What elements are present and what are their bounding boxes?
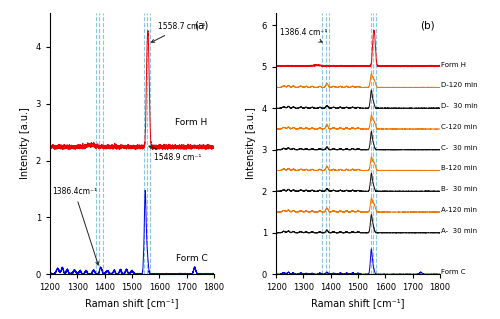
Y-axis label: Intensity [a.u.]: Intensity [a.u.] bbox=[246, 108, 256, 180]
Text: D-120 min: D-120 min bbox=[442, 82, 478, 88]
Text: C-120 min: C-120 min bbox=[442, 124, 478, 130]
Text: Form H: Form H bbox=[442, 62, 466, 68]
Text: B-  30 min: B- 30 min bbox=[442, 186, 478, 192]
Text: 1386.4cm⁻¹: 1386.4cm⁻¹ bbox=[52, 187, 99, 265]
Text: (a): (a) bbox=[194, 21, 209, 31]
Text: D-  30 min: D- 30 min bbox=[442, 103, 478, 109]
Text: Form H: Form H bbox=[175, 118, 208, 127]
Text: C-  30 min: C- 30 min bbox=[442, 145, 478, 151]
X-axis label: Raman shift [cm⁻¹]: Raman shift [cm⁻¹] bbox=[85, 298, 178, 308]
X-axis label: Raman shift [cm⁻¹]: Raman shift [cm⁻¹] bbox=[312, 298, 405, 308]
Y-axis label: Intensity [a.u.]: Intensity [a.u.] bbox=[20, 108, 30, 180]
Text: (b): (b) bbox=[420, 21, 435, 31]
Text: B-120 min: B-120 min bbox=[442, 166, 478, 171]
Text: A-  30 min: A- 30 min bbox=[442, 228, 478, 234]
Text: 1548.9 cm⁻¹: 1548.9 cm⁻¹ bbox=[149, 146, 201, 162]
Text: Form C: Form C bbox=[442, 269, 466, 275]
Text: 1558.7 cm⁻¹: 1558.7 cm⁻¹ bbox=[152, 22, 206, 42]
Text: Form C: Form C bbox=[176, 254, 208, 263]
Text: 1386.4 cm⁻¹: 1386.4 cm⁻¹ bbox=[280, 28, 328, 42]
Text: A-120 min: A-120 min bbox=[442, 207, 478, 213]
